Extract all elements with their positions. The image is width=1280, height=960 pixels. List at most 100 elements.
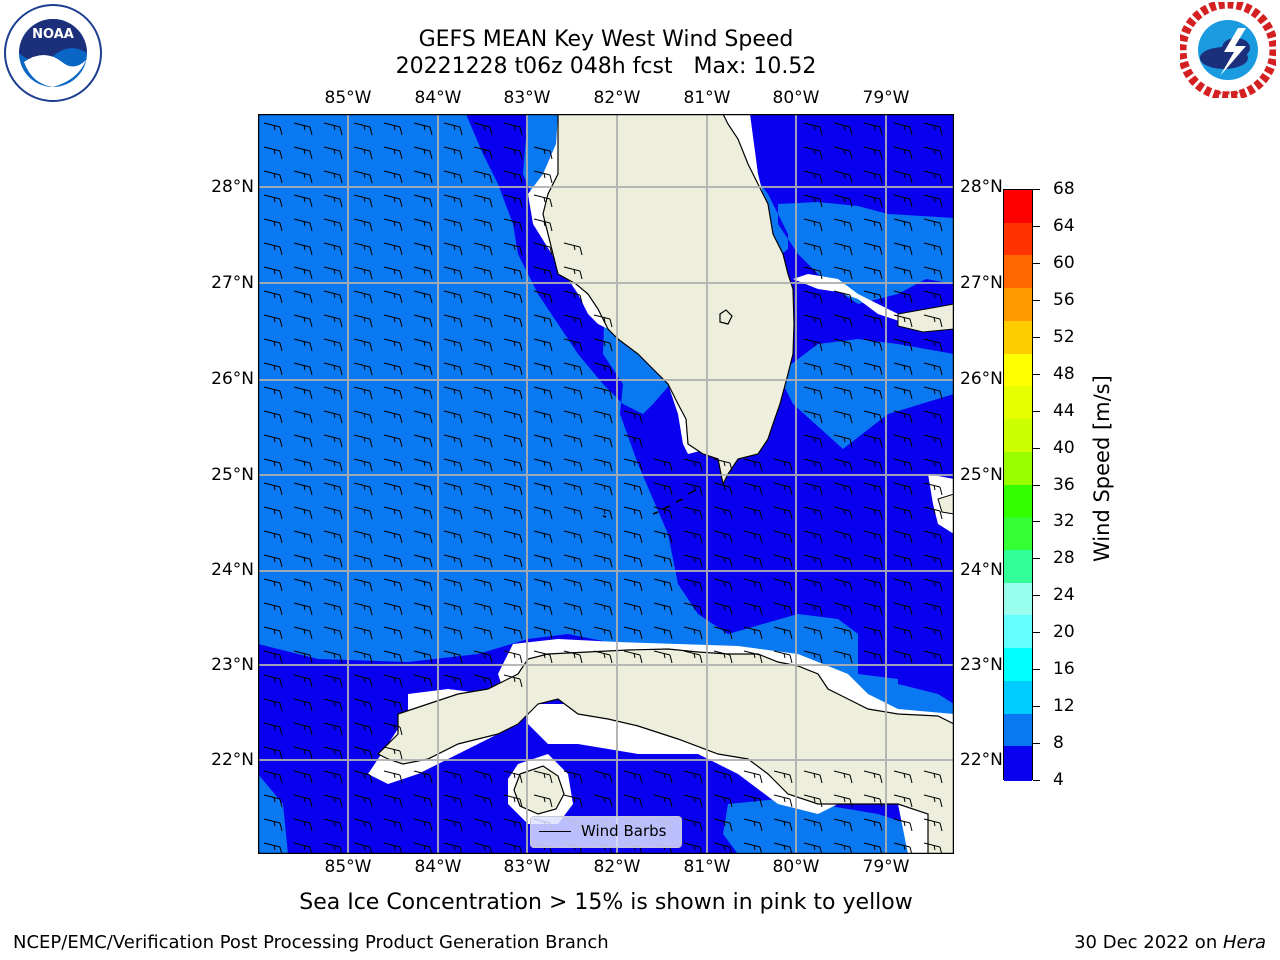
nws-logo: ★ ★ ★ bbox=[1177, 0, 1279, 101]
map-legend: Wind Barbs bbox=[530, 816, 682, 848]
colorbar-tick bbox=[1033, 447, 1040, 449]
wind-barb bbox=[683, 530, 703, 544]
wind-barb bbox=[443, 170, 463, 184]
wind-barb bbox=[353, 386, 373, 400]
wind-barb bbox=[923, 386, 943, 400]
wind-barb bbox=[833, 818, 853, 832]
wind-barb bbox=[923, 626, 943, 640]
wind-barb bbox=[893, 554, 913, 568]
wind-barb bbox=[803, 170, 823, 184]
wind-barb bbox=[623, 458, 643, 472]
wind-barb bbox=[833, 386, 853, 400]
wind-barb bbox=[773, 626, 793, 640]
wind-barb bbox=[263, 770, 283, 784]
wind-barb bbox=[383, 770, 403, 784]
wind-barb bbox=[383, 650, 403, 664]
wind-barb bbox=[383, 338, 403, 352]
wind-barb bbox=[413, 794, 433, 808]
wind-barb bbox=[893, 458, 913, 472]
wind-barb bbox=[893, 794, 913, 808]
wind-barb bbox=[803, 122, 823, 136]
lon-label-bottom: 85°W bbox=[324, 857, 372, 877]
wind-barb bbox=[263, 818, 283, 832]
wind-barb bbox=[413, 458, 433, 472]
wind-barb bbox=[293, 626, 313, 640]
colorbar-segment bbox=[1004, 255, 1032, 290]
wind-barb bbox=[833, 458, 853, 472]
wind-barb bbox=[413, 122, 433, 136]
colorbar-tick bbox=[1033, 484, 1040, 486]
colorbar-tick bbox=[1033, 336, 1040, 338]
wind-barb bbox=[263, 458, 283, 472]
wind-barb bbox=[353, 242, 373, 256]
wind-barb bbox=[503, 650, 523, 664]
wind-barb bbox=[323, 434, 343, 448]
wind-barb bbox=[893, 506, 913, 520]
wind-barb bbox=[593, 386, 613, 400]
wind-barb bbox=[443, 290, 463, 304]
wind-barb bbox=[413, 578, 433, 592]
wind-barb bbox=[563, 482, 583, 496]
wind-fill-8-12 bbox=[258, 774, 288, 854]
wind-barb bbox=[863, 218, 883, 232]
wind-barb bbox=[893, 290, 913, 304]
wind-barb bbox=[893, 194, 913, 208]
wind-barb bbox=[353, 194, 373, 208]
wind-barb bbox=[443, 674, 463, 688]
wind-barb bbox=[863, 410, 883, 424]
legend-line-swatch bbox=[539, 831, 571, 832]
wind-barb bbox=[833, 602, 853, 616]
wind-barb bbox=[503, 338, 523, 352]
wind-barb bbox=[383, 218, 403, 232]
wind-barb bbox=[443, 578, 463, 592]
wind-barb bbox=[893, 146, 913, 160]
wind-barb bbox=[563, 314, 583, 328]
wind-barb bbox=[923, 290, 943, 304]
wind-barb bbox=[893, 362, 913, 376]
wind-barb bbox=[563, 386, 583, 400]
wind-barb bbox=[773, 458, 793, 472]
wind-barb bbox=[923, 242, 943, 256]
wind-barb bbox=[263, 650, 283, 664]
wind-barb bbox=[803, 770, 823, 784]
wind-barb bbox=[353, 314, 373, 328]
wind-barb bbox=[413, 410, 433, 424]
wind-barb bbox=[263, 410, 283, 424]
wind-barb bbox=[503, 554, 523, 568]
wind-barb bbox=[503, 218, 523, 232]
wind-barb bbox=[383, 314, 403, 328]
wind-barb bbox=[683, 626, 703, 640]
lon-label-top: 84°W bbox=[414, 88, 462, 108]
wind-barb bbox=[563, 338, 583, 352]
colorbar-tick-label: 60 bbox=[1053, 252, 1075, 273]
wind-barb bbox=[803, 410, 823, 424]
wind-barb bbox=[503, 194, 523, 208]
colorbar-segment bbox=[1004, 320, 1032, 356]
wind-barb bbox=[923, 146, 943, 160]
wind-barb bbox=[803, 626, 823, 640]
wind-barb bbox=[383, 554, 403, 568]
wind-barb bbox=[443, 146, 463, 160]
wind-barb bbox=[743, 650, 763, 664]
wind-barb bbox=[413, 338, 433, 352]
wind-barb bbox=[923, 434, 943, 448]
wind-barb bbox=[923, 770, 943, 784]
wind-barb bbox=[923, 602, 943, 616]
wind-barb bbox=[413, 146, 433, 160]
wind-barb bbox=[473, 626, 493, 640]
colorbar-segment bbox=[1004, 517, 1032, 552]
wind-barb bbox=[803, 146, 823, 160]
wind-barb bbox=[533, 506, 553, 520]
colorbar-tick bbox=[1033, 189, 1040, 190]
wind-barb bbox=[833, 530, 853, 544]
lat-label-left: 23°N bbox=[211, 655, 254, 675]
wind-barb bbox=[773, 482, 793, 496]
wind-barb bbox=[923, 362, 943, 376]
wind-barb bbox=[413, 194, 433, 208]
wind-barb bbox=[833, 314, 853, 328]
wind-barb bbox=[323, 458, 343, 472]
wind-barb bbox=[893, 122, 913, 136]
wind-barb bbox=[773, 602, 793, 616]
wind-barb bbox=[443, 218, 463, 232]
wind-barb bbox=[893, 170, 913, 184]
